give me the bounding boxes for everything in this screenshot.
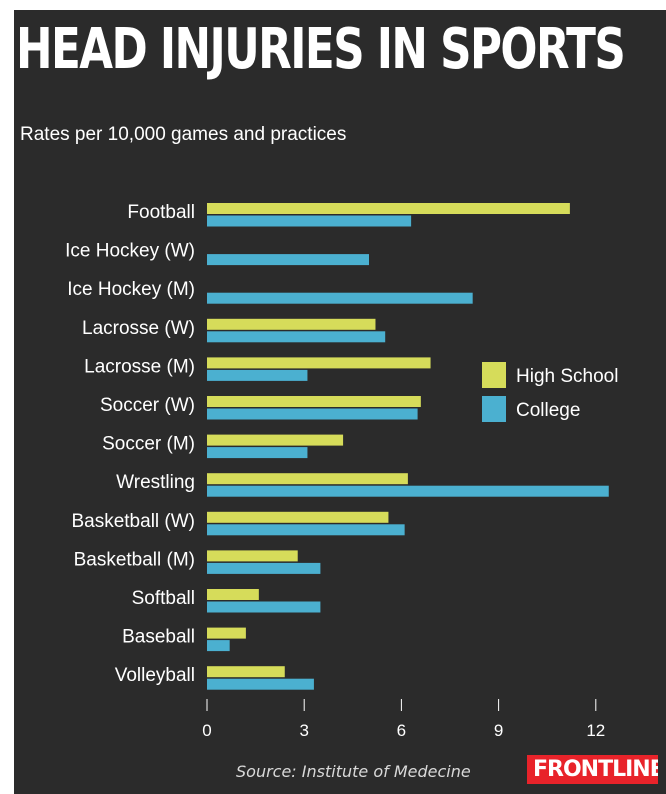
legend: High School College [482,362,618,422]
bar-college [207,562,321,574]
category-label: Wrestling [116,472,195,493]
category-labels: Football Ice Hockey (W) Ice Hockey (M) Lacr… [65,202,195,686]
x-tick-label: 0 [202,721,211,740]
bar-high-school [207,473,408,485]
bars-group [207,203,609,690]
chart-subtitle: Rates per 10,000 games and practices [20,124,347,145]
bar-college [207,524,405,536]
bar-high-school [207,589,259,600]
x-tick-label: 9 [494,721,503,740]
x-tick-label: 12 [586,721,605,740]
bar-high-school [207,357,431,369]
bar-college [207,678,314,690]
bar-college [207,254,369,266]
bar-college [207,447,308,459]
category-label: Baseball [122,627,195,648]
bar-high-school [207,550,298,562]
bar-college [207,215,412,227]
category-label: Lacrosse (M) [84,356,195,377]
category-label: Lacrosse (W) [82,318,195,339]
bar-college [207,292,473,304]
bar-college [207,640,230,652]
x-axis: 0 3 6 9 12 [202,699,605,740]
bar-high-school [207,396,421,407]
bar-high-school [207,434,344,446]
category-label: Soccer (W) [100,395,195,416]
bar-high-school [207,511,389,523]
category-label: Volleyball [115,665,195,686]
category-label: Basketball (M) [74,549,195,570]
bar-high-school [207,666,285,678]
x-tick-label: 6 [397,721,406,740]
legend-swatch [482,396,506,422]
category-label: Football [127,202,195,223]
category-label: Soccer (M) [102,434,195,455]
legend-swatch [482,362,506,388]
bar-college [207,485,609,497]
legend-label: High School [516,366,618,387]
category-label: Ice Hockey (W) [65,241,195,262]
bar-high-school [207,627,246,639]
category-label: Ice Hockey (M) [67,279,195,300]
bar-college [207,601,321,613]
x-tick-label: 3 [299,721,308,740]
bar-college [207,331,386,343]
bar-high-school [207,203,570,214]
frontline-logo: FRONTLINE [527,755,658,784]
bar-college [207,408,418,420]
category-label: Softball [132,588,195,609]
legend-label: College [516,400,580,421]
bar-college [207,369,308,381]
bar-high-school [207,318,376,330]
source-note: Source: Institute of Medecine [236,762,471,781]
category-label: Basketball (W) [71,511,195,532]
